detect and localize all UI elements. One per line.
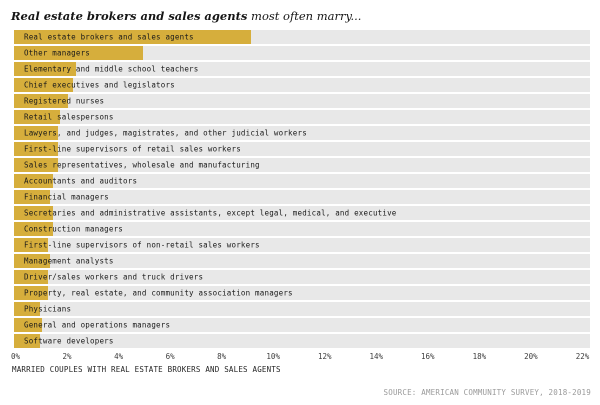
bar-label: First-line supervisors of non-retail sal… (24, 240, 260, 250)
bar-row: Chief executives and legislators (14, 78, 590, 92)
bar-row: First-line supervisors of non-retail sal… (14, 238, 590, 252)
bar-row: Sales representatives, wholesale and man… (14, 158, 590, 172)
bar-row: Registered nurses (14, 94, 590, 108)
bar (14, 206, 53, 220)
bar (14, 238, 48, 252)
x-tick-label: 20% (524, 352, 538, 361)
bar (14, 126, 58, 140)
bar-row: Accountants and auditors (14, 174, 590, 188)
bar (14, 318, 43, 332)
bar-label: Driver/sales workers and truck drivers (24, 272, 204, 282)
bar (14, 158, 58, 172)
bar-label: Retail salespersons (24, 112, 114, 122)
bar-row: Secretaries and administrative assistant… (14, 206, 590, 220)
bar (14, 190, 51, 204)
bar (14, 78, 74, 92)
bar-row: Driver/sales workers and truck drivers (14, 270, 590, 284)
bar (14, 270, 48, 284)
bar-row: Software developers (14, 334, 590, 348)
bar-row: Lawyers, and judges, magistrates, and ot… (14, 126, 590, 140)
bar-label: Elementary and middle school teachers (24, 64, 199, 74)
x-tick-label: 10% (266, 352, 280, 361)
bar-label: Real estate brokers and sales agents (24, 32, 194, 42)
source-note: SOURCE: AMERICAN COMMUNITY SURVEY, 2018-… (383, 388, 591, 397)
bar-row: Elementary and middle school teachers (14, 62, 590, 76)
bar-label: Software developers (24, 336, 114, 346)
bar-label: Chief executives and legislators (24, 80, 175, 90)
bar-row: Construction managers (14, 222, 590, 236)
bar-label: Secretaries and administrative assistant… (24, 208, 397, 218)
bar (14, 302, 40, 316)
chart-title-suffix: most often marry... (247, 9, 362, 23)
bar-label: Other managers (24, 48, 91, 58)
bar (14, 222, 53, 236)
bar-row: Other managers (14, 46, 590, 60)
bar-row: Financial managers (14, 190, 590, 204)
bar (14, 30, 252, 44)
bar-label: Management analysts (24, 256, 114, 266)
x-tick-label: 18% (472, 352, 487, 361)
x-tick-label: 2% (62, 352, 72, 361)
bar-label: Construction managers (24, 224, 124, 234)
x-tick-label: 8% (217, 352, 227, 361)
x-tick-label: 14% (369, 352, 384, 361)
x-tick-label: 16% (421, 352, 435, 361)
chart-title: Real estate brokers and sales agents mos… (11, 9, 361, 23)
bar (14, 286, 48, 300)
bar-row: Property, real estate, and community ass… (14, 286, 590, 300)
bar-row: Management analysts (14, 254, 590, 268)
bar-label: Financial managers (24, 192, 109, 202)
bar-row: Physicians (14, 302, 590, 316)
x-axis-caption: MARRIED COUPLES WITH REAL ESTATE BROKERS… (12, 365, 281, 374)
bar-row: Real estate brokers and sales agents (14, 30, 590, 44)
bar-row: General and operations managers (14, 318, 590, 332)
x-tick-label: 4% (114, 352, 124, 361)
bar-row: Retail salespersons (14, 110, 590, 124)
bar-label: General and operations managers (24, 320, 171, 330)
chart-title-emphasis: Real estate brokers and sales agents (11, 9, 248, 23)
bar (14, 254, 51, 268)
x-tick-label: 22% (575, 352, 590, 361)
bar-label: Property, real estate, and community ass… (24, 288, 293, 298)
x-tick-label: 0% (10, 352, 21, 361)
bar (14, 46, 143, 60)
bar-label: Lawyers, and judges, magistrates, and ot… (24, 128, 307, 138)
x-axis: 0% 2% 4% 6% 8% 10% 12% 14% 16% 18% 20% 22% (10, 352, 590, 362)
bar (14, 62, 76, 76)
bar (14, 94, 69, 108)
bar (14, 334, 40, 348)
bar-label: Registered nurses (24, 96, 105, 106)
bar (14, 110, 61, 124)
x-tick-label: 6% (165, 352, 175, 361)
bar-label: Sales representatives, wholesale and man… (24, 160, 260, 170)
bar-label: First-line supervisors of retail sales w… (24, 144, 241, 154)
bar-plot-area: Real estate brokers and sales agents Othe… (14, 30, 590, 350)
bar (14, 142, 58, 156)
bar-label: Physicians (24, 304, 72, 314)
bar (14, 174, 53, 188)
x-tick-label: 12% (318, 352, 332, 361)
bar-row: First-line supervisors of retail sales w… (14, 142, 590, 156)
bar-label: Accountants and auditors (24, 176, 138, 186)
